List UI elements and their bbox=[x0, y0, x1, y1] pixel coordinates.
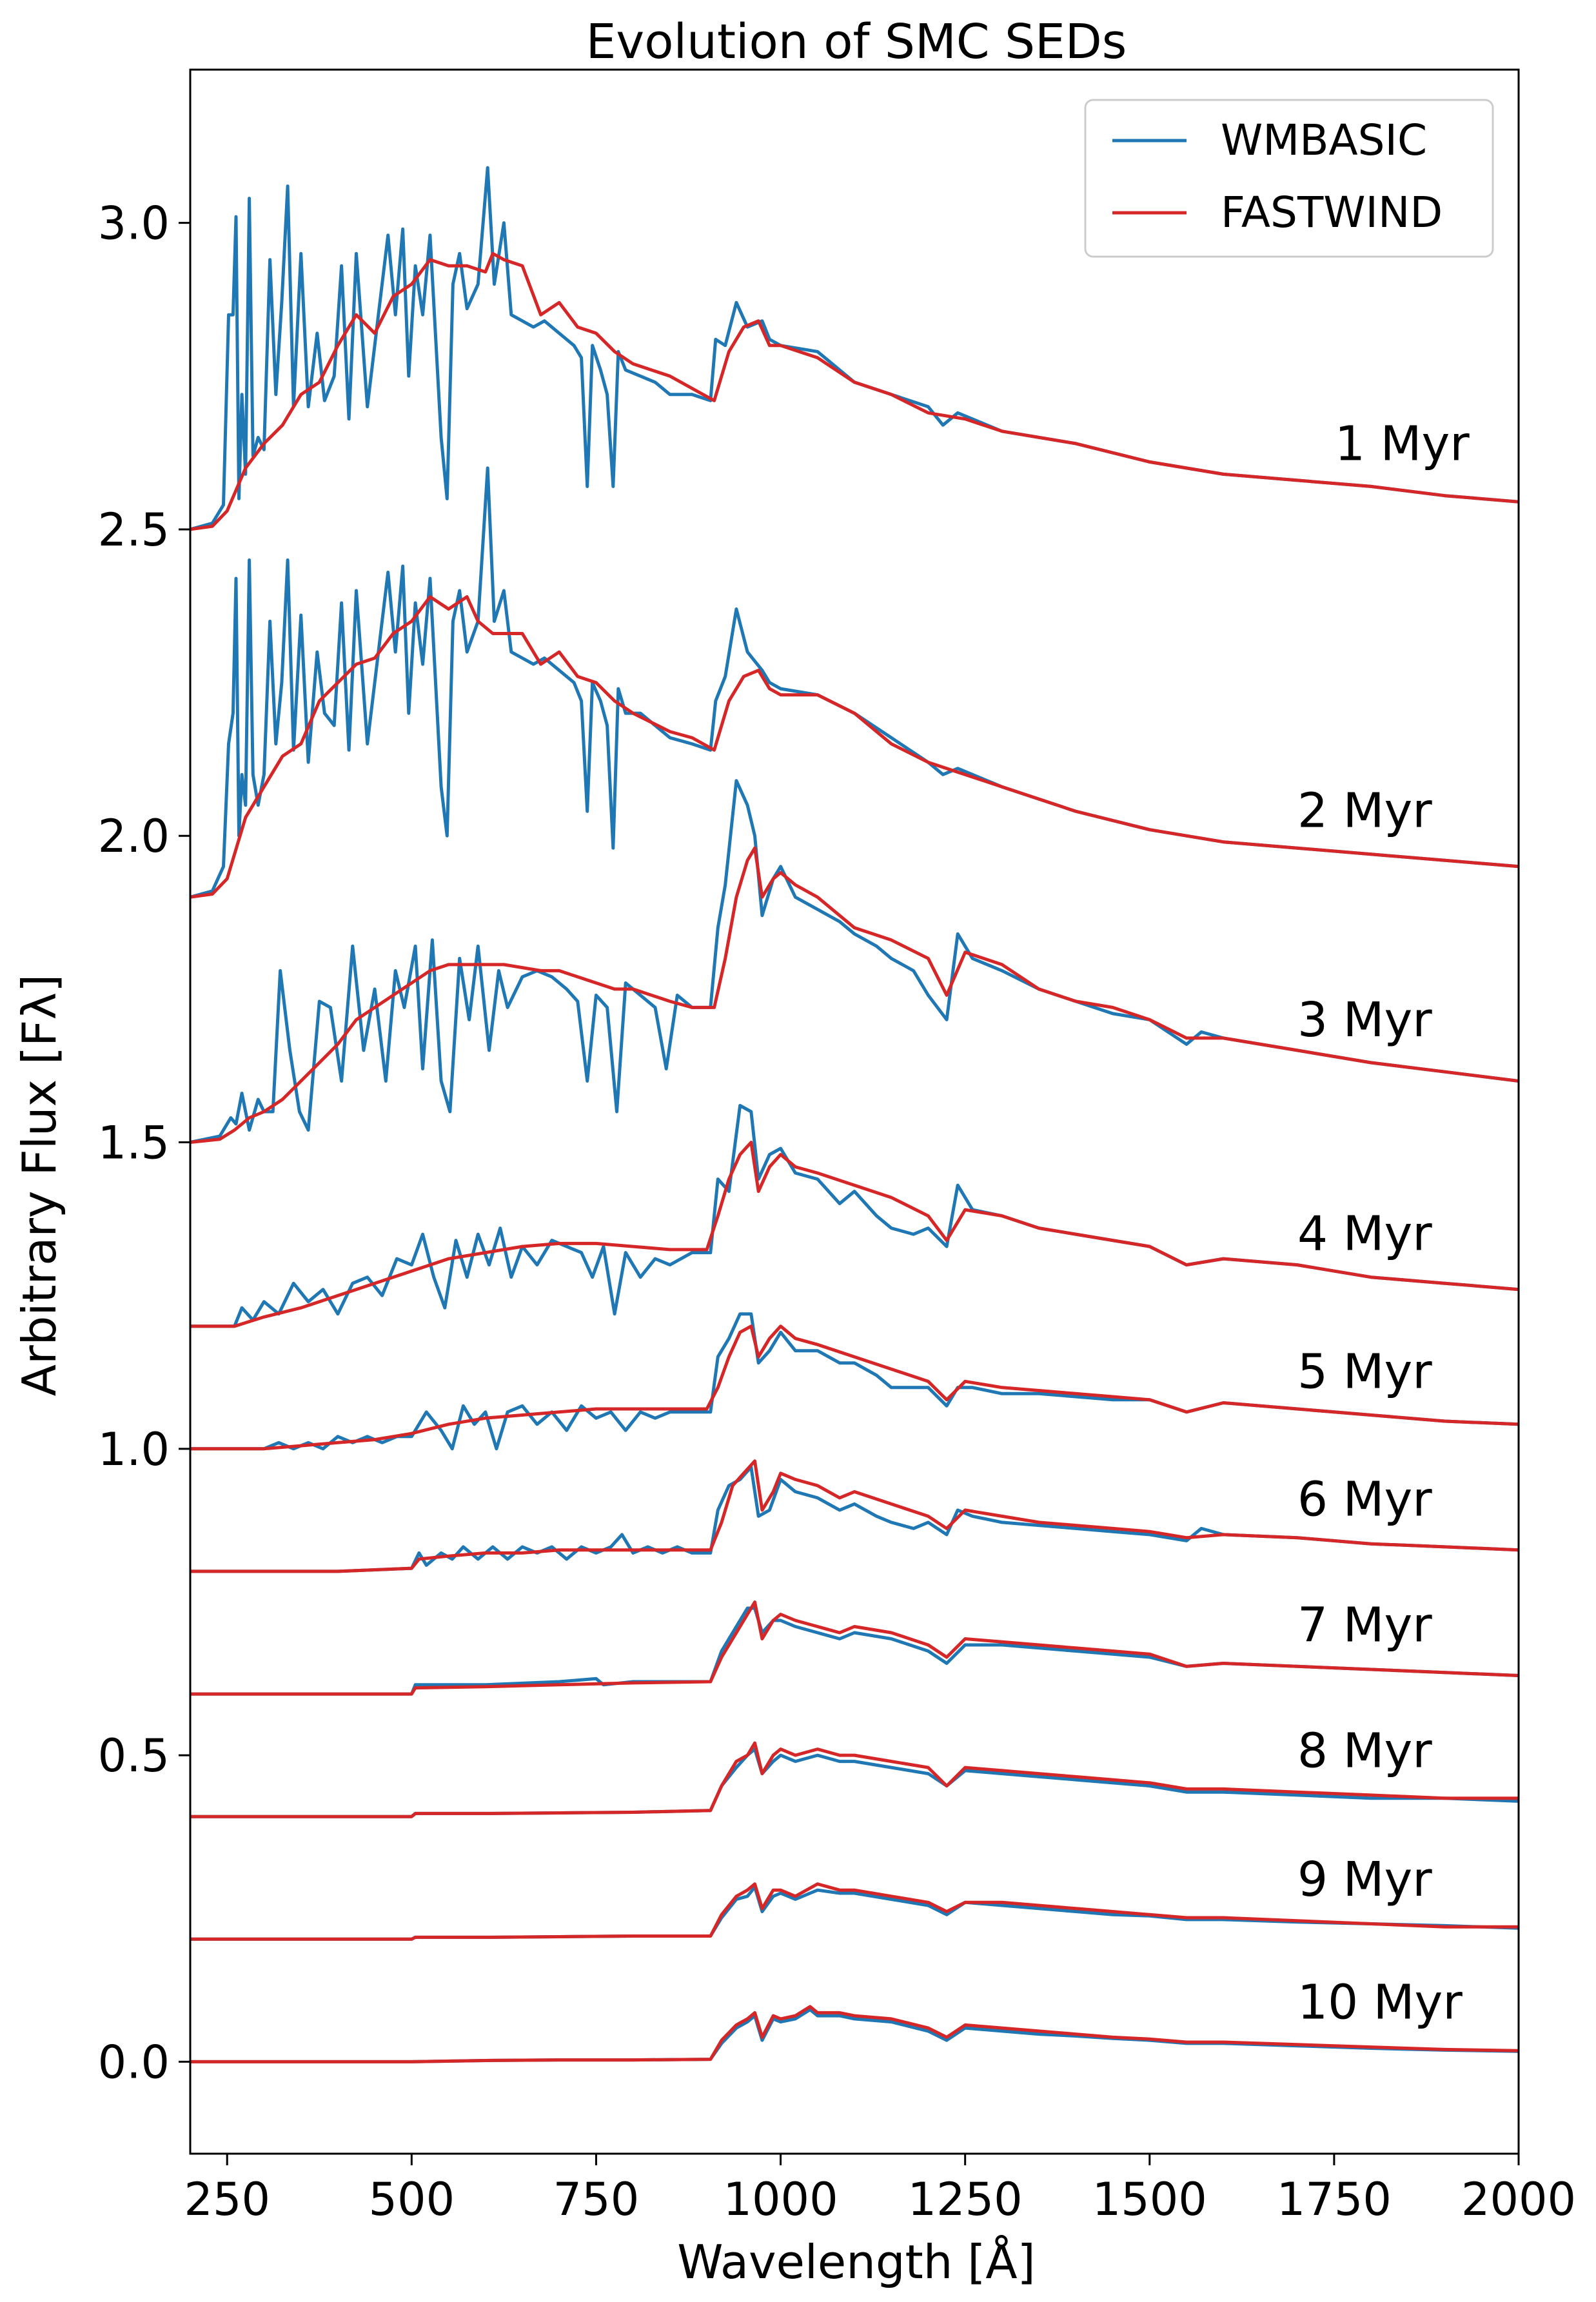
legend-box bbox=[1084, 99, 1494, 258]
age-label: 9 Myr bbox=[1297, 1852, 1432, 1907]
chart-title: Evolution of SMC SEDs bbox=[586, 14, 1127, 70]
x-axis-title: Wavelength [Å] bbox=[677, 2235, 1035, 2289]
age-labels: 1 Myr 2 Myr 3 Myr 4 Myr 5 Myr 6 Myr 7 Myr 8 Myr… bbox=[1297, 417, 1470, 2031]
fastwind-line-10-myr bbox=[190, 2005, 1519, 2063]
x-tick-label: 1000 bbox=[723, 2173, 838, 2226]
y-tick-label: 1.0 bbox=[98, 1423, 170, 1476]
plot-frame bbox=[189, 68, 1520, 2155]
fastwind-line-3-myr bbox=[190, 846, 1519, 1144]
legend-label-wmbasic: WMBASIC bbox=[1221, 115, 1427, 165]
x-tick-label: 2000 bbox=[1461, 2173, 1576, 2226]
legend-label-fastwind: FASTWIND bbox=[1221, 188, 1443, 237]
y-tick-label: 2.5 bbox=[98, 504, 170, 556]
fastwind-line-8-myr bbox=[190, 1741, 1519, 1818]
wmbasic-line-3-myr bbox=[190, 779, 1519, 1144]
y-tick-label: 1.5 bbox=[98, 1117, 170, 1170]
fastwind-line-6-myr bbox=[190, 1459, 1519, 1573]
age-label: 1 Myr bbox=[1335, 417, 1470, 472]
age-label: 6 Myr bbox=[1297, 1472, 1432, 1528]
fastwind-line-2-myr bbox=[190, 595, 1519, 899]
x-tick-label: 1750 bbox=[1277, 2173, 1392, 2226]
fastwind-line-4-myr bbox=[190, 1141, 1519, 1328]
age-label: 2 Myr bbox=[1297, 783, 1432, 839]
fastwind-line-9-myr bbox=[190, 1882, 1519, 1941]
age-label: 8 Myr bbox=[1297, 1723, 1432, 1778]
x-tick-label: 1500 bbox=[1092, 2173, 1207, 2226]
series-layer bbox=[190, 166, 1519, 2063]
x-tick-label: 500 bbox=[369, 2173, 455, 2226]
age-label: 3 Myr bbox=[1297, 992, 1432, 1048]
age-label: 10 Myr bbox=[1297, 1975, 1463, 2031]
y-tick-label: 2.0 bbox=[98, 810, 170, 863]
fastwind-line-1-myr bbox=[190, 251, 1519, 531]
legend: WMBASIC FASTWIND bbox=[1084, 99, 1494, 258]
age-label: 5 Myr bbox=[1297, 1344, 1432, 1399]
age-label: 7 Myr bbox=[1297, 1597, 1432, 1653]
x-tick-label: 250 bbox=[184, 2173, 270, 2226]
y-tick-label: 0.0 bbox=[98, 2036, 170, 2089]
ticks-layer: 250 500 750 1000 1250 1500 1750 2000 0.0 0.5 1.0 1.… bbox=[98, 197, 1576, 2226]
age-label: 4 Myr bbox=[1297, 1206, 1432, 1262]
y-tick-label: 0.5 bbox=[98, 1729, 170, 1782]
fastwind-line-5-myr bbox=[190, 1324, 1519, 1451]
wmbasic-line-7-myr bbox=[190, 1606, 1519, 1696]
x-tick-label: 1250 bbox=[908, 2173, 1023, 2226]
x-tick-label: 750 bbox=[553, 2173, 640, 2226]
y-axis-title: Arbitrary Flux [Fλ] bbox=[12, 974, 66, 1396]
y-tick-label: 3.0 bbox=[98, 197, 170, 250]
fastwind-line-7-myr bbox=[190, 1600, 1519, 1696]
wmbasic-line-2-myr bbox=[190, 466, 1519, 899]
